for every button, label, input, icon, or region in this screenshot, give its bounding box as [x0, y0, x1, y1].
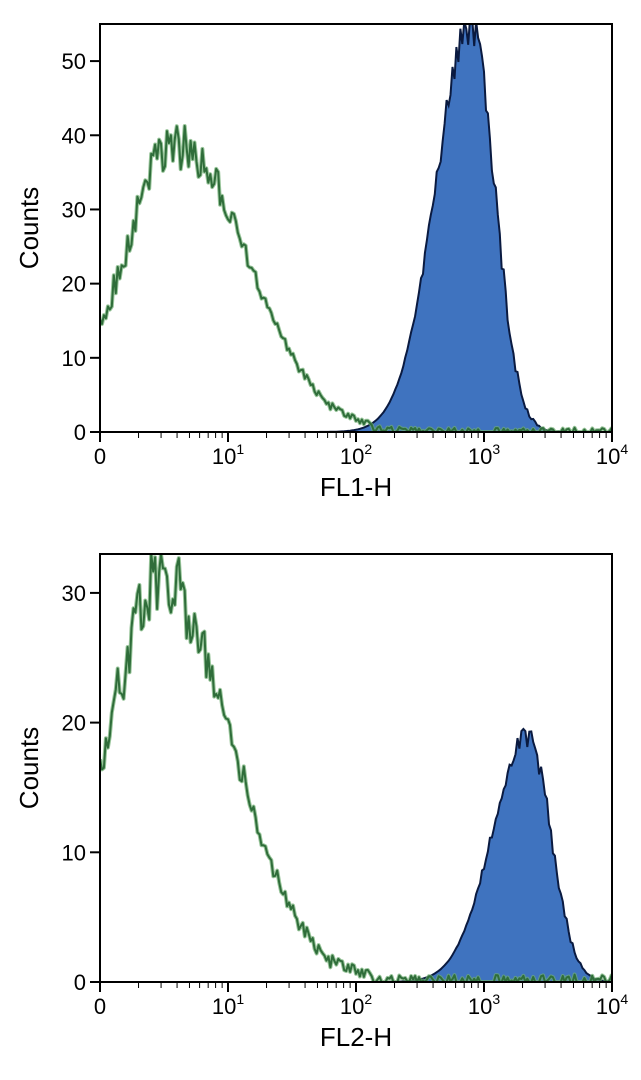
y-tick-label: 40	[62, 123, 86, 148]
y-tick-label: 10	[62, 840, 86, 865]
panel-fl1h: 010110210310401020304050FL1-HCounts	[10, 10, 630, 510]
histogram-chart: 010110210310401020304050FL1-HCounts	[10, 10, 630, 510]
y-tick-label: 0	[74, 420, 86, 445]
page: 010110210310401020304050FL1-HCounts 0101…	[0, 0, 641, 1080]
y-tick-label: 10	[62, 346, 86, 371]
histogram-chart: 01011021031040102030FL2-HCounts	[10, 540, 630, 1060]
panel-fl2h: 01011021031040102030FL2-HCounts	[10, 540, 630, 1060]
y-tick-label: 30	[62, 581, 86, 606]
y-tick-label: 30	[62, 197, 86, 222]
x-axis-label: FL1-H	[320, 472, 392, 502]
y-tick-label: 50	[62, 49, 86, 74]
y-tick-label: 20	[62, 272, 86, 297]
x-axis-label: FL2-H	[320, 1022, 392, 1052]
x-tick-label: 0	[94, 994, 106, 1019]
y-tick-label: 0	[74, 970, 86, 995]
y-tick-label: 20	[62, 711, 86, 736]
y-axis-label: Counts	[14, 187, 44, 269]
y-axis-label: Counts	[14, 727, 44, 809]
x-tick-label: 0	[94, 444, 106, 469]
